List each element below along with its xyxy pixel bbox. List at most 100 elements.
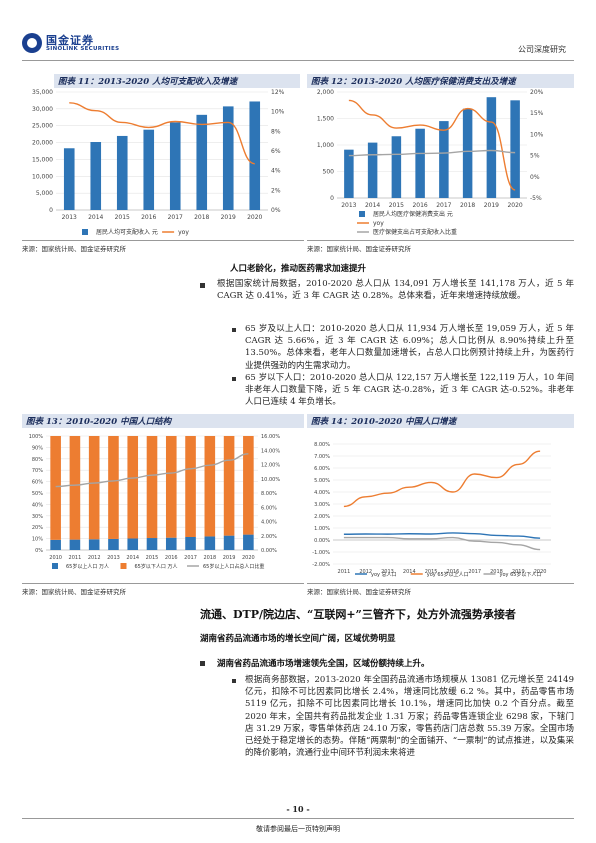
y2-tick-label: 5% xyxy=(530,153,540,160)
legend-label: yoy xyxy=(178,229,189,236)
sub-bullet-marker xyxy=(232,328,236,332)
y2-tick-label: 16.00% xyxy=(261,434,280,440)
y2-tick-label: 15% xyxy=(530,110,544,117)
y2-tick-label: 12.00% xyxy=(261,463,280,469)
x-tick-label: 2017 xyxy=(468,569,481,575)
fig11-source: 来源：国家统计局、国金证券研究所 xyxy=(22,245,126,253)
bar xyxy=(69,436,81,540)
y-tick-label: -1.00% xyxy=(312,550,330,556)
x-tick-label: 2013 xyxy=(107,555,120,561)
sub-bullet-marker xyxy=(232,679,236,683)
y-tick-label: 5.00% xyxy=(314,478,330,484)
y-tick-label: 2,000 xyxy=(317,89,334,96)
series-line xyxy=(343,536,541,551)
x-tick-label: 2014 xyxy=(88,214,103,221)
y2-tick-label: 0.00% xyxy=(261,548,277,554)
bar xyxy=(243,436,254,535)
x-tick-label: 2019 xyxy=(512,569,525,575)
bar xyxy=(243,534,254,550)
x-tick-label: 2020 xyxy=(242,555,255,561)
x-tick-label: 2017 xyxy=(168,214,183,221)
x-tick-label: 2013 xyxy=(341,202,356,209)
y-tick-label: 35,000 xyxy=(32,89,53,96)
x-tick-label: 2013 xyxy=(62,214,77,221)
sub-bullet-marker xyxy=(232,377,236,381)
bar xyxy=(90,142,102,210)
bar xyxy=(116,135,128,210)
bar xyxy=(185,537,196,550)
bar xyxy=(196,114,208,210)
y-tick-label: 70% xyxy=(32,468,43,474)
bar xyxy=(165,537,177,550)
y2-tick-label: 8.00% xyxy=(261,491,277,497)
y2-tick-label: 10% xyxy=(271,109,285,116)
bar xyxy=(223,535,235,550)
y2-tick-label: 0% xyxy=(271,207,281,214)
section2-bullet-head: 湖南省药品流通市场增速领先全国，区域份额持续上升。 xyxy=(217,659,430,669)
series-line xyxy=(348,99,516,191)
y-tick-label: 50% xyxy=(32,491,43,497)
y2-tick-label: 8% xyxy=(271,128,281,135)
bar xyxy=(415,128,425,198)
y2-tick-label: -5% xyxy=(530,195,542,202)
fig14-source: 来源：国家统计局、国金证券研究所 xyxy=(307,588,411,596)
fig13-source-divider xyxy=(22,583,304,584)
y-tick-label: 100% xyxy=(29,434,44,440)
legend-label: 65岁以下人口 万人 xyxy=(135,563,178,570)
y2-tick-label: 6% xyxy=(271,148,281,155)
x-tick-label: 2020 xyxy=(507,202,522,209)
section1-heading: 人口老龄化，推动医药需求加速提升 xyxy=(230,264,367,274)
y-tick-label: 40% xyxy=(32,502,43,508)
series-line xyxy=(343,532,541,539)
legend-label: yoy 总人口 xyxy=(371,571,397,578)
x-tick-label: 2015 xyxy=(425,569,438,575)
y-tick-label: 4.00% xyxy=(314,490,330,496)
x-tick-label: 2015 xyxy=(146,555,159,561)
sinolink-logo-icon xyxy=(22,33,42,53)
x-tick-label: 2015 xyxy=(389,202,404,209)
legend-label: 65岁以上人口 万人 xyxy=(66,563,109,570)
y2-tick-label: 10.00% xyxy=(261,477,280,483)
fig14-source-divider xyxy=(307,583,574,584)
bar xyxy=(344,149,354,198)
x-tick-label: 2013 xyxy=(381,569,394,575)
section1-bullet1: 根据国家统计局数据，2010-2020 总人口从 134,091 万人增长至 1… xyxy=(217,279,574,302)
y2-tick-label: 2.00% xyxy=(261,534,277,540)
bullet-marker xyxy=(200,661,205,666)
y2-tick-label: 12% xyxy=(271,89,285,96)
logo-cn: 国金证券 xyxy=(46,34,94,47)
bar xyxy=(486,97,497,198)
y2-tick-label: 4.00% xyxy=(261,520,277,526)
y-tick-label: 1,500 xyxy=(317,116,334,123)
disclaimer: 敬请参阅最后一页特别声明 xyxy=(256,825,340,833)
bar xyxy=(50,436,61,540)
y-tick-label: 20% xyxy=(32,525,43,531)
x-tick-label: 2020 xyxy=(247,214,262,221)
bar xyxy=(63,148,75,210)
page-number: - 10 - xyxy=(286,804,310,814)
report-type: 公司深度研究 xyxy=(518,45,566,54)
bar xyxy=(108,436,119,539)
legend-label: 居民人均医疗保健消费支出 元 xyxy=(373,210,453,218)
x-tick-label: 2016 xyxy=(141,214,156,221)
x-tick-label: 2012 xyxy=(359,569,372,575)
y-tick-label: 8.00% xyxy=(314,442,330,448)
x-tick-label: 2016 xyxy=(447,569,460,575)
y2-tick-label: 10% xyxy=(530,131,544,138)
bar xyxy=(69,539,81,550)
x-tick-label: 2014 xyxy=(403,569,416,575)
bar xyxy=(169,122,181,210)
x-tick-label: 2019 xyxy=(484,202,499,209)
y2-tick-label: 20% xyxy=(530,89,544,96)
bar xyxy=(462,108,473,198)
fig12-source-divider xyxy=(307,240,574,241)
y-tick-label: 10% xyxy=(32,537,43,543)
x-tick-label: 2017 xyxy=(184,555,197,561)
bar xyxy=(391,136,402,198)
legend-label: yoy 65岁以上人口 xyxy=(427,571,469,578)
page-header: 国金证券 SINOLINK SECURITIES 公司深度研究 xyxy=(0,0,596,66)
x-tick-label: 2011 xyxy=(338,569,351,575)
x-tick-label: 2017 xyxy=(436,202,451,209)
fig11-chart: 0 5,000 10,000 15,000 20,000 25,000 30,000 35,0… xyxy=(32,89,285,236)
y-tick-label: 30% xyxy=(32,514,43,520)
